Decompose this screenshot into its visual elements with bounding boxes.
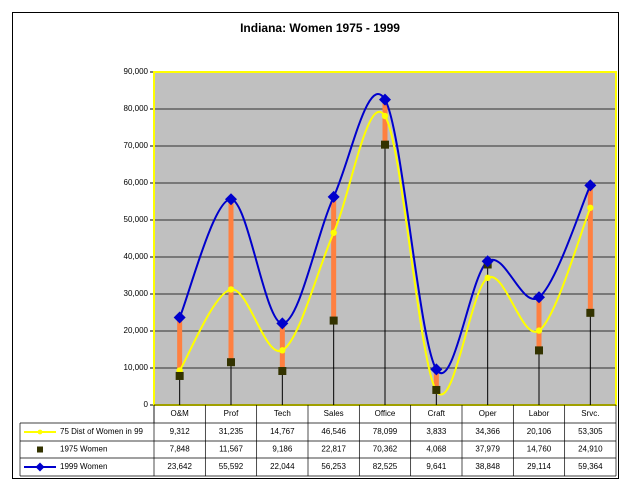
y-tick-label: 50,000 [124, 215, 149, 224]
high-low-bar [587, 185, 593, 313]
marker [379, 93, 391, 106]
marker [330, 229, 337, 236]
marker [533, 291, 545, 304]
marker [432, 385, 441, 394]
table-value: 38,848 [475, 462, 500, 471]
y-tick-label: 30,000 [124, 289, 149, 298]
table-value: 55,592 [219, 462, 244, 471]
table-value: 34,366 [475, 427, 500, 436]
marker [484, 274, 491, 282]
y-tick-label: 40,000 [124, 252, 149, 261]
table-value: 9,186 [272, 445, 293, 454]
marker [227, 286, 235, 293]
marker [227, 358, 235, 367]
table-value: 20,106 [527, 427, 552, 436]
table-value: 59,364 [578, 462, 603, 471]
marker [278, 367, 287, 376]
marker [279, 347, 286, 354]
table-value: 11,567 [219, 445, 243, 454]
marker [430, 363, 443, 376]
y-tick-label: 80,000 [124, 104, 149, 113]
y-tick-label: 20,000 [124, 326, 149, 335]
table-value: 9,312 [170, 427, 191, 436]
x-tick-label: Sales [324, 409, 344, 418]
table-value: 46,546 [321, 427, 346, 436]
table-value: 53,305 [578, 427, 603, 436]
marker [37, 446, 43, 453]
table-value: 14,767 [270, 427, 295, 436]
x-tick-label: Labor [529, 409, 550, 418]
legend-label: 1999 Women [60, 462, 107, 471]
table-value: 22,817 [321, 445, 346, 454]
marker [381, 112, 389, 120]
series-line [178, 111, 592, 396]
table-value: 3,833 [426, 427, 447, 436]
x-tick-label: Office [375, 409, 396, 418]
table-value: 22,044 [270, 462, 295, 471]
high-low-bar [228, 199, 234, 363]
high-low-bar [382, 99, 388, 145]
marker [327, 190, 340, 203]
y-tick-label: 10,000 [124, 363, 149, 372]
marker [584, 179, 597, 192]
marker [481, 255, 494, 268]
x-tick-label: Tech [274, 409, 291, 418]
table-value: 24,910 [578, 445, 603, 454]
table-value: 29,114 [527, 462, 551, 471]
marker [586, 308, 595, 317]
table-value: 4,068 [426, 445, 447, 454]
marker [587, 204, 594, 211]
table-value: 23,642 [167, 462, 192, 471]
table-value: 7,848 [170, 445, 191, 454]
y-tick-label: 90,000 [124, 67, 149, 76]
y-tick-label: 70,000 [124, 141, 149, 150]
marker [381, 140, 389, 149]
high-low-bar [536, 297, 542, 351]
legend-label: 1975 Women [60, 445, 107, 454]
marker [225, 193, 237, 206]
table-value: 14,760 [527, 445, 552, 454]
marker [173, 311, 186, 324]
legend-label: 75 Dist of Women in 99 [60, 427, 144, 436]
table-value: 70,362 [373, 445, 398, 454]
high-low-bar [177, 317, 183, 376]
x-tick-label: Prof [224, 409, 239, 418]
table-value: 78,099 [373, 427, 398, 436]
high-low-bar [433, 369, 439, 390]
y-tick-label: 60,000 [124, 178, 149, 187]
x-tick-label: Oper [479, 409, 497, 418]
marker [175, 371, 184, 380]
marker [276, 317, 289, 330]
x-tick-label: Srvc. [581, 409, 599, 418]
table-value: 9,641 [426, 462, 447, 471]
marker [535, 346, 543, 355]
y-tick-label: 0 [144, 400, 149, 409]
marker [37, 429, 43, 435]
marker [329, 316, 338, 325]
high-low-bar [331, 196, 337, 321]
x-tick-label: O&M [171, 409, 190, 418]
table-value: 31,235 [219, 427, 244, 436]
marker [535, 327, 543, 334]
table-value: 56,253 [321, 462, 346, 471]
marker [35, 462, 45, 472]
table-value: 37,979 [475, 445, 500, 454]
x-tick-label: Craft [428, 409, 446, 418]
chart-title: Indiana: Women 1975 - 1999 [240, 21, 400, 35]
table-value: 82,525 [373, 462, 398, 471]
